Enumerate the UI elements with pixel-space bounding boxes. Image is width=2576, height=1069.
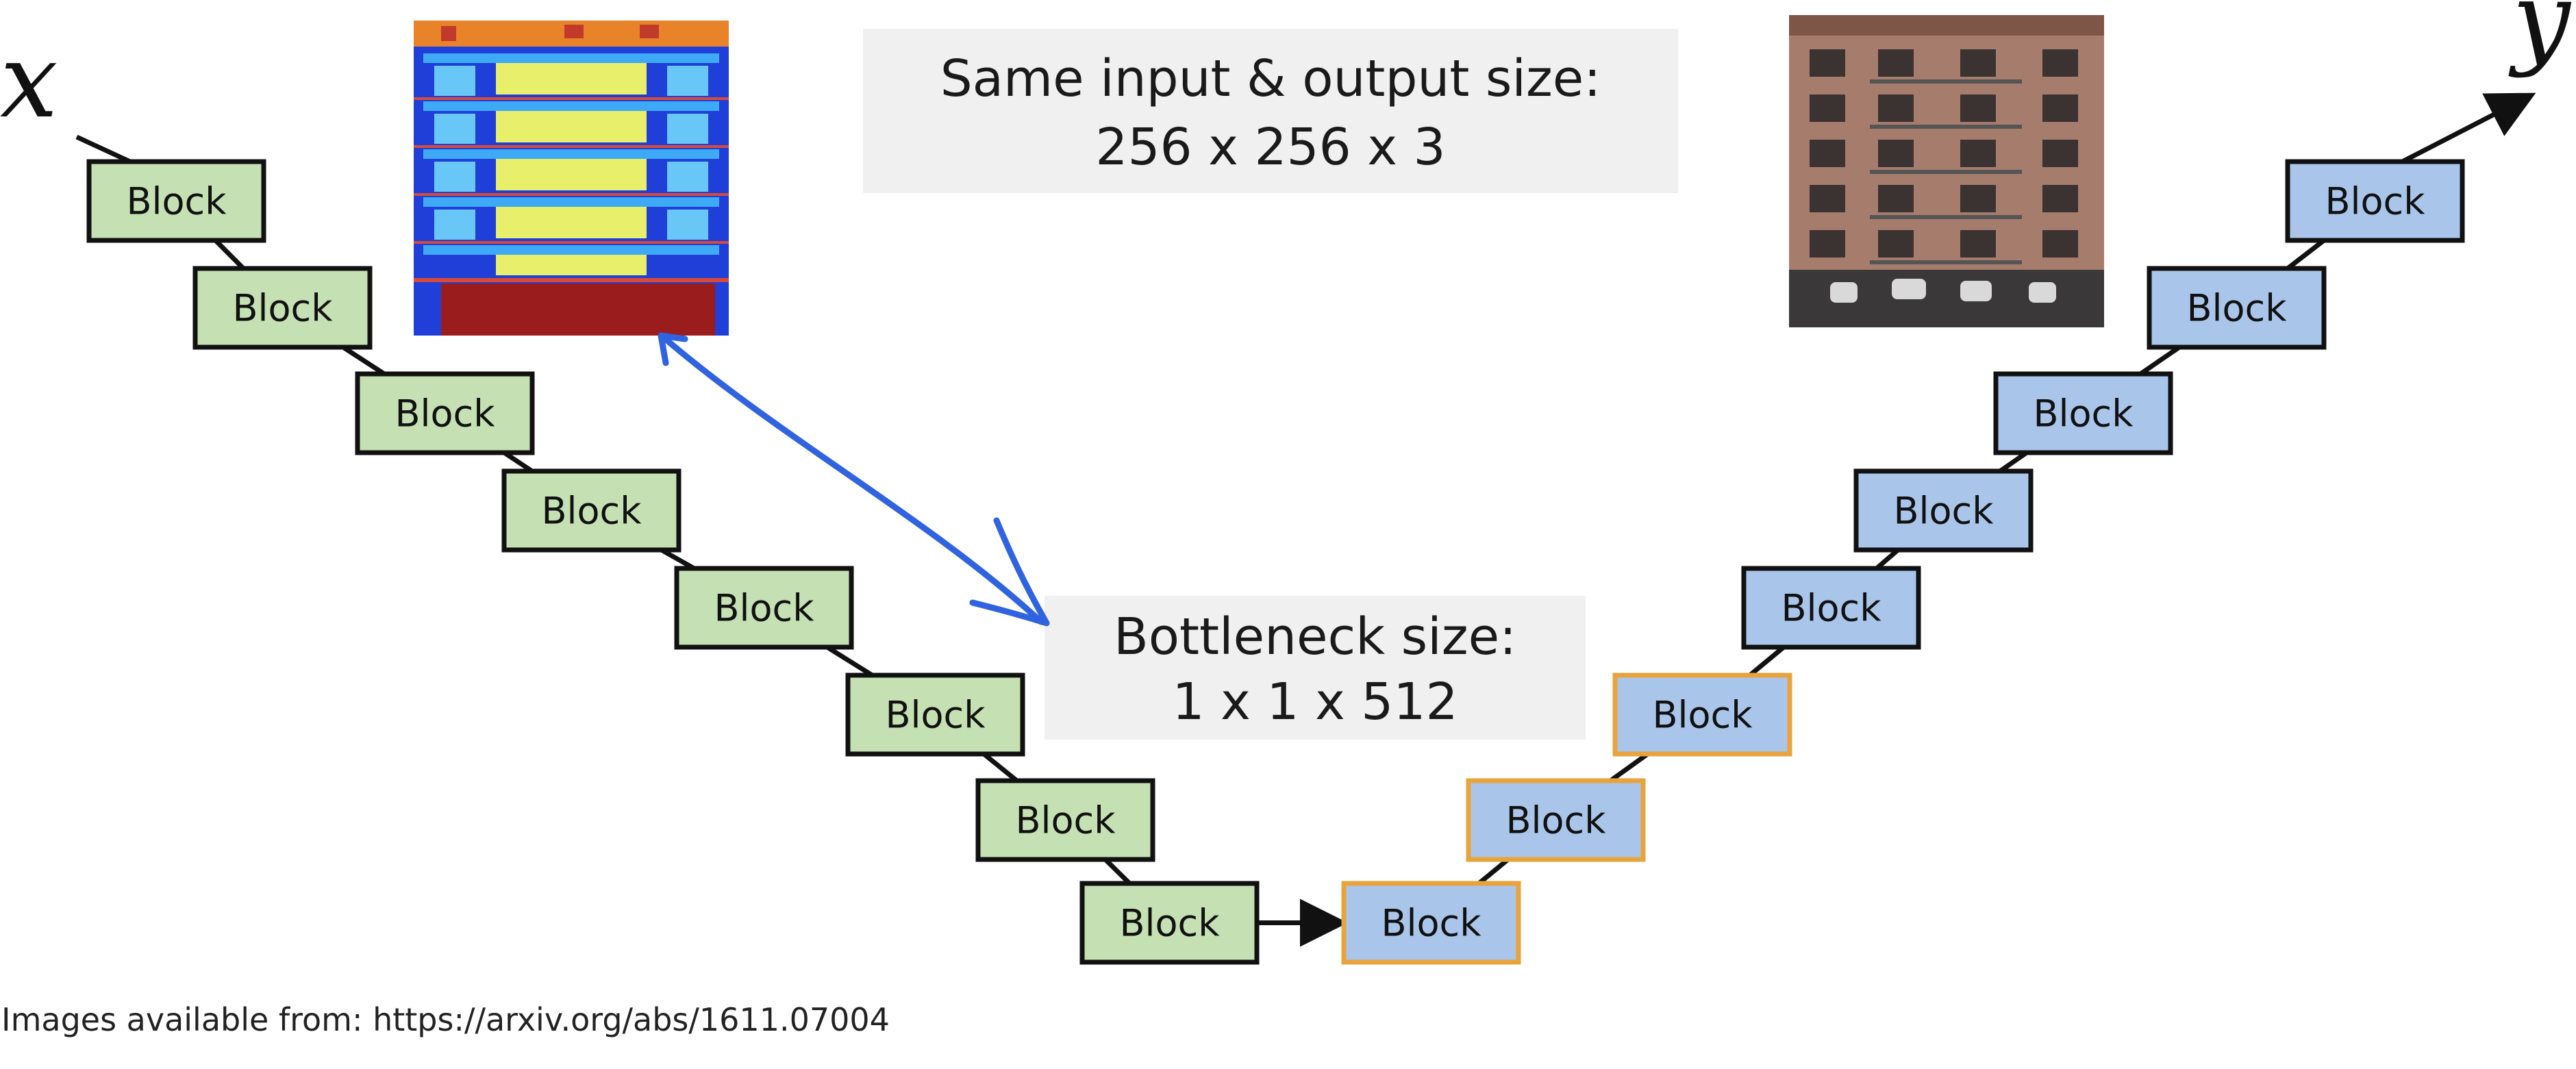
encoder-block-7-box xyxy=(975,778,1155,862)
encoder-block-3: Block xyxy=(355,371,535,455)
encoder-block-5-box xyxy=(674,566,854,650)
encoder-block-4-box xyxy=(501,468,681,553)
decoder-block-6: Block xyxy=(1993,371,2173,455)
decoder-block-8-label: Block xyxy=(2325,180,2425,223)
encoder-block-6-box xyxy=(845,672,1025,757)
decoder-block-4: Block xyxy=(1741,566,1921,650)
decoder-block-4-label: Block xyxy=(1781,587,1881,630)
io-size-note: Same input & output size: 256 x 256 x 3 xyxy=(863,29,1678,193)
decoder-block-3-label: Block xyxy=(1652,694,1753,737)
encoder-block-1: Block xyxy=(86,159,266,243)
decoder-path: Block Block Block Block Block Block Block Block xyxy=(1341,159,2465,965)
encoder-block-2-box xyxy=(192,266,373,350)
encoder-block-4-label: Block xyxy=(541,490,642,533)
encoder-block-5-label: Block xyxy=(714,587,814,630)
input-symbol: x xyxy=(0,22,58,141)
encoder-block-2-label: Block xyxy=(232,287,333,330)
image-source-caption: Images available from: https://arxiv.org… xyxy=(1,1001,890,1038)
decoder-block-1-box xyxy=(1341,881,1521,965)
decoder-block-7-label: Block xyxy=(2186,287,2287,330)
encoder-block-8-label: Block xyxy=(1119,902,1220,945)
decoder-block-3: Block xyxy=(1612,672,1792,757)
decoder-block-8-box xyxy=(2285,159,2465,243)
decoder-block-1: Block xyxy=(1341,881,1521,965)
encoder-block-6: Block xyxy=(845,672,1025,757)
encoder-block-1-box xyxy=(86,159,266,243)
encoder-block-8: Block xyxy=(1079,881,1260,965)
io-size-note-line2: 256 x 256 x 3 xyxy=(1095,118,1445,177)
decoder-block-5: Block xyxy=(1853,468,2034,553)
encoder-block-2: Block xyxy=(192,266,373,350)
bottleneck-size-note-line1: Bottleneck size: xyxy=(1114,607,1516,666)
decoder-block-5-box xyxy=(1853,468,2034,553)
encoder-block-3-box xyxy=(355,371,535,455)
decoder-block-1-label: Block xyxy=(1381,902,1481,945)
encoder-block-4: Block xyxy=(501,468,681,553)
encoder-block-7: Block xyxy=(975,778,1155,862)
decoder-block-2-box xyxy=(1466,778,1646,862)
decoder-block-5-label: Block xyxy=(1893,490,1994,533)
decoder-block-4-box xyxy=(1741,566,1921,650)
decoder-block-2-label: Block xyxy=(1505,799,1606,842)
decoder-block-3-box xyxy=(1612,672,1792,757)
decoder-block-8: Block xyxy=(2285,159,2465,243)
decoder-block-7: Block xyxy=(2147,266,2327,350)
encoder-block-8-box xyxy=(1079,881,1260,965)
input-label-map-image xyxy=(414,21,729,336)
encoder-block-7-label: Block xyxy=(1015,799,1116,842)
encoder-block-6-label: Block xyxy=(885,694,986,737)
bottleneck-size-note-line2: 1 x 1 x 512 xyxy=(1172,672,1458,731)
bottleneck-size-note: Bottleneck size: 1 x 1 x 512 xyxy=(1045,596,1586,740)
decoder-block-6-label: Block xyxy=(2033,392,2134,436)
output-symbol: y xyxy=(2508,0,2572,79)
encoder-block-1-label: Block xyxy=(126,180,227,223)
encoder-block-5: Block xyxy=(674,566,854,650)
encoder-block-3-label: Block xyxy=(395,392,495,436)
encoder-path: Block Block Block Block Block Block Block Block xyxy=(86,159,1260,965)
io-size-note-line1: Same input & output size: xyxy=(940,49,1601,108)
decoder-block-6-box xyxy=(1993,371,2173,455)
decoder-block-7-box xyxy=(2147,266,2327,350)
decoder-block-2: Block xyxy=(1466,778,1646,862)
output-facade-photo xyxy=(1789,15,2104,327)
skip-connection-arrow xyxy=(658,332,1050,627)
